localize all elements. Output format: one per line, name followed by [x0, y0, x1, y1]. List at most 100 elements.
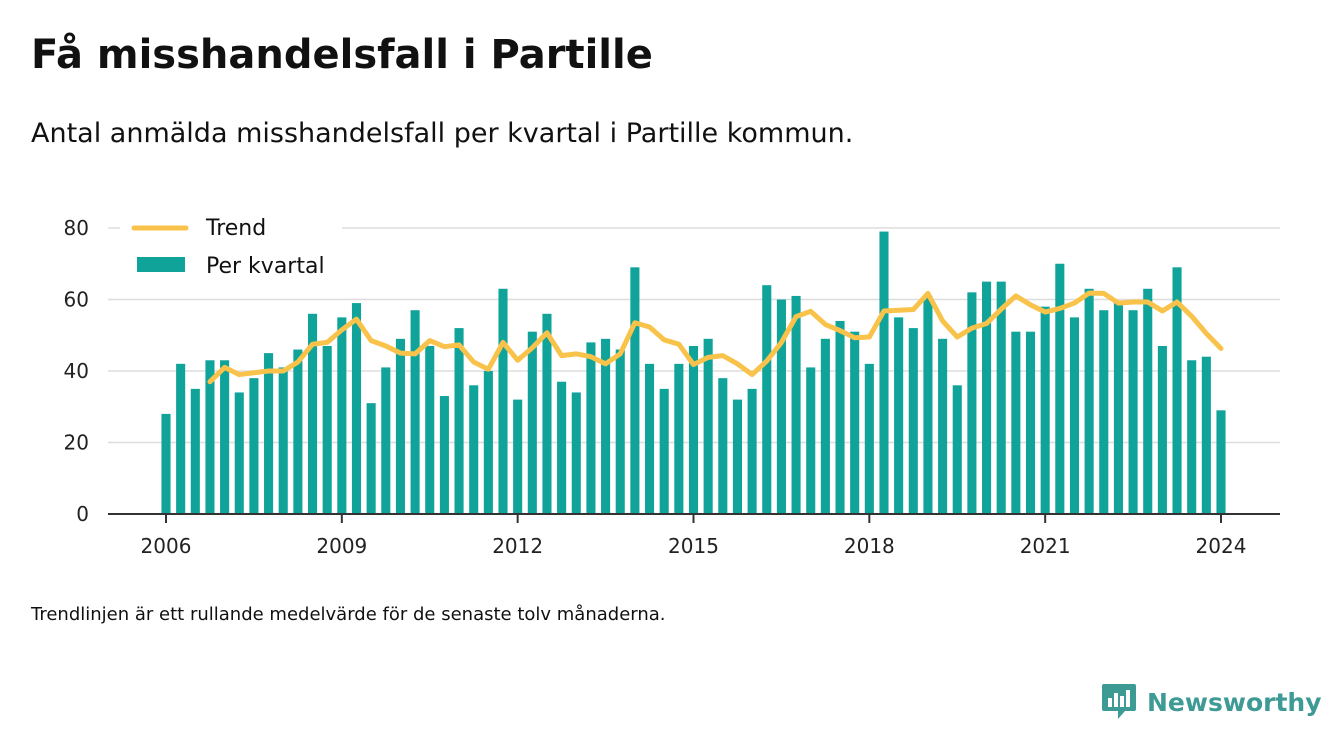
y-tick-label: 60: [64, 288, 89, 312]
bar: [513, 399, 523, 514]
bar: [703, 338, 713, 514]
bar: [527, 331, 537, 514]
bar: [220, 360, 230, 514]
bar: [747, 388, 757, 514]
bar: [337, 317, 347, 514]
bar: [644, 363, 655, 514]
bar: [249, 378, 259, 514]
bar: [1128, 310, 1138, 514]
bar: [615, 349, 625, 514]
footnote: Trendlinjen är ett rullande medelvärde f…: [31, 604, 666, 625]
bar: [1084, 288, 1094, 514]
bar: [542, 313, 552, 514]
bar: [161, 413, 171, 514]
bar: [190, 388, 200, 514]
bar: [1157, 345, 1167, 514]
bar: [293, 349, 303, 514]
bar: [1113, 303, 1123, 514]
y-tick-label: 20: [64, 431, 89, 455]
bar: [938, 338, 948, 514]
bar: [454, 328, 464, 514]
bar: [923, 295, 933, 514]
bar: [864, 363, 874, 514]
bar: [659, 388, 669, 514]
trend-series: [207, 290, 1224, 385]
newsworthy-logo-icon: [1102, 684, 1136, 719]
x-tick-label: 2012: [492, 534, 543, 558]
bar: [630, 267, 640, 514]
bar: [1055, 263, 1065, 514]
y-axis-ticks: 0 20 40 60 80: [64, 216, 89, 526]
x-tick-label: 2015: [668, 534, 719, 558]
bar: [791, 295, 801, 514]
y-tick-label: 80: [64, 216, 89, 240]
bar: [967, 292, 977, 514]
bar: [762, 285, 772, 514]
bar: [483, 371, 493, 514]
chart-area: 0 20 40 60 80 2006 2009 2012 2015 2018 2021 2024 T…: [63, 206, 1280, 558]
bar: [820, 338, 830, 514]
legend: Trend Per kvartal: [120, 206, 342, 286]
bar: [732, 399, 743, 514]
bar: [307, 313, 318, 514]
x-tick-label: 2009: [316, 534, 367, 558]
bar: [850, 331, 860, 514]
bar: [1099, 310, 1109, 514]
bar: [1143, 288, 1153, 514]
bar: [996, 281, 1006, 514]
bar: [586, 342, 596, 514]
bar: [571, 392, 581, 514]
legend-trend-label: Trend: [205, 216, 266, 241]
bar: [425, 345, 435, 514]
y-tick-label: 0: [76, 502, 89, 526]
bar: [234, 392, 244, 514]
bar: [688, 345, 699, 514]
bar: [176, 363, 186, 514]
y-tick-label: 40: [64, 359, 89, 383]
bar: [1172, 267, 1182, 514]
bar: [601, 338, 611, 514]
bar: [1216, 410, 1226, 514]
bar: [674, 363, 684, 514]
bar-series: [161, 231, 1226, 514]
bar: [469, 385, 479, 514]
bar: [776, 299, 786, 514]
x-tick-label: 2021: [1020, 534, 1071, 558]
bar: [879, 231, 889, 514]
bar: [1187, 360, 1197, 514]
bar: [894, 317, 904, 514]
bar: [1069, 317, 1080, 514]
bar: [835, 320, 845, 514]
bar: [1025, 331, 1036, 514]
bar: [1040, 306, 1050, 514]
bar: [381, 367, 391, 514]
bar: [366, 403, 376, 514]
x-axis: 2006 2009 2012 2015 2018 2021 2024: [108, 513, 1280, 558]
x-tick-label: 2006: [141, 534, 192, 558]
legend-background: [120, 206, 342, 286]
bar: [410, 310, 420, 514]
brand-name[interactable]: Newsworthy: [1147, 687, 1322, 717]
bar: [908, 328, 918, 514]
chart-title: Få misshandelsfall i Partille: [31, 32, 653, 78]
bar: [952, 385, 962, 514]
bar: [395, 338, 405, 514]
bar: [1011, 331, 1021, 514]
bar: [557, 381, 567, 514]
bar: [205, 360, 215, 514]
x-tick-label: 2018: [844, 534, 895, 558]
bar: [351, 303, 362, 514]
bar: [264, 353, 274, 514]
legend-bar-label: Per kvartal: [206, 254, 325, 279]
legend-bar-swatch: [137, 257, 185, 272]
brand-logo[interactable]: Newsworthy: [1101, 682, 1322, 722]
trend-line: [207, 290, 1224, 385]
bar: [278, 367, 288, 514]
bar: [439, 396, 449, 514]
chart-subtitle: Antal anmälda misshandelsfall per kvarta…: [31, 118, 854, 149]
bar: [498, 288, 508, 514]
bar: [1201, 356, 1211, 514]
bar: [806, 367, 816, 514]
bar: [322, 345, 332, 514]
x-tick-label: 2024: [1196, 534, 1247, 558]
